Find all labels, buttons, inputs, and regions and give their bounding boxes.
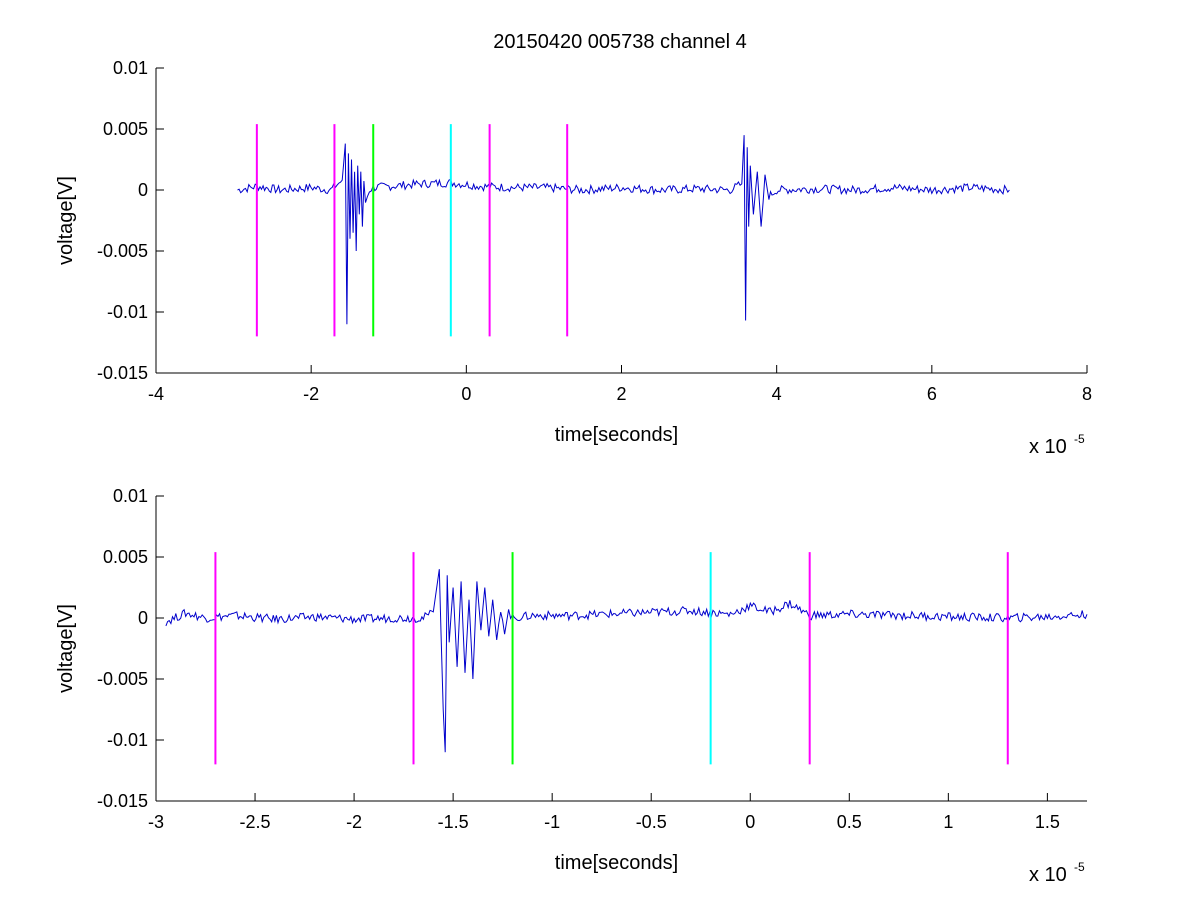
x-tick-label: 1 (943, 812, 953, 832)
bottom-plot: 0.01 0.005 0 -0.005 -0.01 -0.015-3 -2.5 -2 -1.5 -… (55, 486, 1088, 886)
y-tick-label: 0 (138, 180, 148, 200)
x-tick-label: -0.5 (636, 812, 667, 832)
x-tick-label: -2 (303, 384, 319, 404)
y-tick-label: 0.005 (103, 547, 148, 567)
y-tick-label: -0.01 (107, 302, 148, 322)
x-tick-label: 0 (745, 812, 755, 832)
y-tick-label: 0.01 (113, 486, 148, 506)
x-tick-label: 1.5 (1035, 812, 1060, 832)
y-tick-label: -0.005 (97, 241, 148, 261)
x-tick-label: 0.5 (837, 812, 862, 832)
y-tick-label: -0.005 (97, 669, 148, 689)
x-tick-label: -1.5 (438, 812, 469, 832)
y-axis-label: voltage[V] (55, 176, 77, 265)
x-axis-label: time[seconds] (555, 424, 678, 446)
x-exponent-label: x 10 (1029, 864, 1067, 886)
x-axis-label: time[seconds] (555, 852, 678, 874)
x-tick-label: 8 (1082, 384, 1092, 404)
x-tick-label: -1 (544, 812, 560, 832)
y-axis-label: voltage[V] (55, 604, 77, 693)
x-exponent-power: -5 (1074, 860, 1085, 874)
y-tick-label: 0.01 (113, 58, 148, 78)
y-tick-label: -0.015 (97, 363, 148, 383)
x-tick-label: 2 (616, 384, 626, 404)
y-tick-label: -0.01 (107, 730, 148, 750)
x-tick-label: -2 (346, 812, 362, 832)
x-exponent-power: -5 (1074, 432, 1085, 446)
chart-title: 20150420 005738 channel 4 (493, 31, 747, 53)
voltage-series-line (165, 569, 1088, 753)
x-tick-label: 0 (461, 384, 471, 404)
x-exponent-label: x 10 (1029, 436, 1067, 458)
top-plot: 0.01 0.005 0 -0.005 -0.01 -0.015-4 -2 0 2 4 6 8 time… (55, 58, 1092, 458)
y-tick-label: 0.005 (103, 119, 148, 139)
x-tick-label: 4 (772, 384, 782, 404)
voltage-series-line (237, 135, 1010, 325)
y-tick-label: -0.015 (97, 791, 148, 811)
y-tick-label: 0 (138, 608, 148, 628)
x-tick-label: 6 (927, 384, 937, 404)
x-tick-label: -2.5 (240, 812, 271, 832)
x-tick-label: -3 (148, 812, 164, 832)
x-tick-label: -4 (148, 384, 164, 404)
